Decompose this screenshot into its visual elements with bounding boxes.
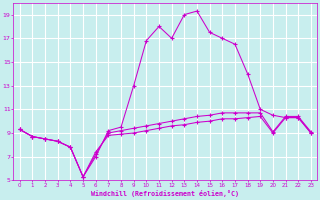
X-axis label: Windchill (Refroidissement éolien,°C): Windchill (Refroidissement éolien,°C) (91, 190, 239, 197)
